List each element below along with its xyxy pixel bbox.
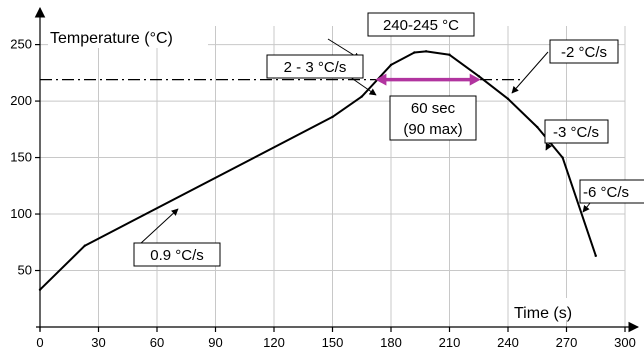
x-axis-title: Time (s)	[514, 305, 572, 322]
y-tick-label: 250	[10, 37, 32, 52]
xlabel-background	[510, 298, 590, 320]
x-tick-label: 240	[497, 335, 519, 350]
tal-left-arrowhead	[375, 73, 387, 86]
peak-temp-box	[367, 12, 475, 37]
cool-2-box	[549, 39, 619, 64]
profile-point	[536, 125, 539, 129]
cool-2-leader	[511, 51, 549, 94]
x-tick-label: 180	[380, 335, 402, 350]
x-tick-label: 270	[556, 335, 578, 350]
cool-6-box	[579, 179, 644, 204]
cool-2-label: -2 °C/s	[561, 44, 607, 61]
x-tick-label: 30	[91, 335, 105, 350]
tal-label: 60 sec	[411, 100, 456, 117]
profile-point	[448, 53, 451, 56]
ramp-up-label: 2 - 3 °C/s	[284, 59, 347, 76]
cool-6-label: -6 °C/s	[583, 184, 629, 201]
temperature-profile-line	[39, 50, 597, 291]
preheat-box	[133, 242, 221, 267]
profile-point	[561, 156, 564, 159]
tal-right-arrowhead	[469, 73, 481, 86]
x-tick-label: 90	[208, 335, 222, 350]
x-tick-label: 210	[439, 335, 461, 350]
x-tick-label: 0	[36, 335, 43, 350]
profile-point	[38, 288, 42, 291]
axes	[34, 6, 640, 333]
ylabel-background	[48, 24, 208, 48]
x-tick-label: 60	[150, 335, 164, 350]
profile-point	[506, 97, 510, 101]
profile-point	[413, 51, 416, 54]
gridlines	[40, 26, 626, 327]
cool-3-box	[544, 119, 609, 144]
x-tick-label: 300	[614, 335, 636, 350]
y-tick-label: 50	[18, 263, 32, 278]
ramp-up-box	[266, 54, 364, 79]
ramp-up-leader	[349, 76, 377, 96]
preheat-label: 0.9 °C/s	[150, 247, 204, 264]
profile-point	[389, 63, 393, 67]
peak-temp-label: 240-245 °C	[383, 17, 459, 34]
y-tick-label: 150	[10, 150, 32, 165]
profile-point	[83, 244, 87, 247]
y-axis-title: Temperature (°C)	[50, 30, 173, 47]
tal-max-label: (90 max)	[403, 121, 462, 138]
profile-point	[360, 95, 363, 98]
tick-labels: 0 30 60 90 120 150 180 210 240 270 300 50 100 150 200 2…	[10, 37, 636, 350]
preheat-leader	[139, 208, 179, 245]
series-layer	[38, 50, 597, 291]
profile-point	[477, 75, 480, 78]
tal-box	[389, 95, 477, 141]
profile-point	[424, 50, 428, 53]
y-tick-label: 100	[10, 206, 32, 221]
profile-point	[594, 254, 597, 258]
x-tick-label: 150	[322, 335, 344, 350]
y-tick-label: 200	[10, 93, 32, 108]
x-tick-label: 120	[263, 335, 285, 350]
cool-3-label: -3 °C/s	[553, 124, 599, 141]
profile-point	[331, 115, 334, 119]
